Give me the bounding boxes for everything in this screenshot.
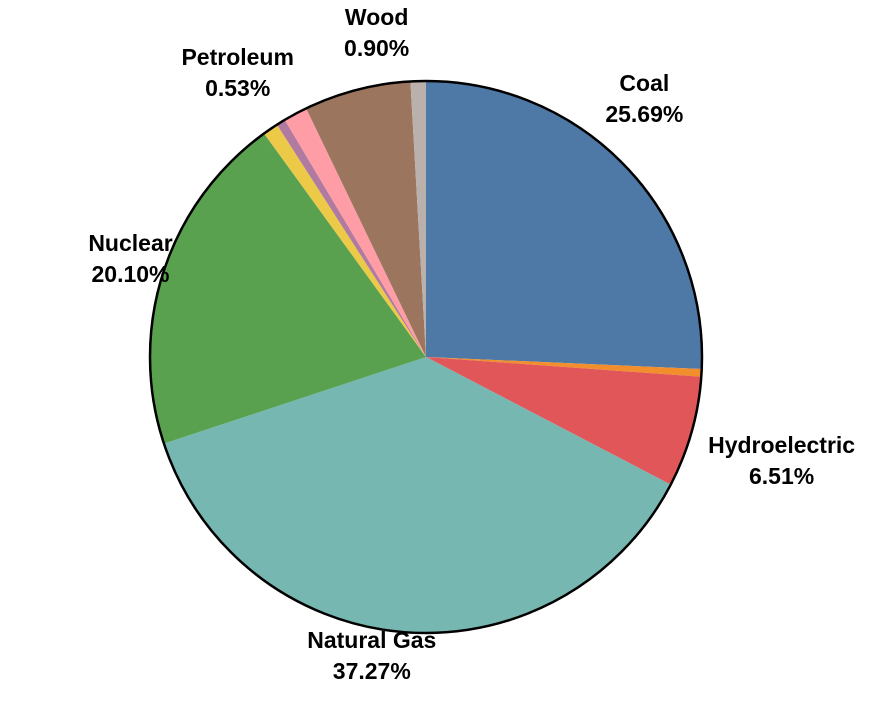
slice-label-natural-gas-name: Natural Gas [307,627,437,654]
pie-outline [148,79,704,635]
slice-label-nuclear-name: Nuclear [88,229,173,256]
slice-label-coal: Coal 25.69% [605,68,683,130]
pie-slice-wood [410,81,426,357]
slice-label-wood: Wood 0.90% [344,2,409,64]
pie-slice-unlabeled-1 [426,357,702,377]
slice-label-hydroelectric: Hydroelectric 6.51% [708,430,855,492]
slice-label-petroleum: Petroleum 0.53% [181,42,293,104]
slice-label-coal-value: 25.69% [605,100,684,127]
slice-label-petroleum-value: 0.53% [205,74,271,101]
pie-slice-coal [426,81,702,369]
slice-label-nuclear: Nuclear 20.10% [88,228,172,290]
slice-label-coal-name: Coal [619,69,670,96]
slice-label-natural-gas: Natural Gas 37.27% [307,625,436,687]
pie-slices [149,81,702,634]
pie-slice-petroleum [276,119,426,358]
pie-slice-unlabeled-5 [264,124,426,358]
slice-label-hydroelectric-value: 6.51% [748,462,815,489]
pie-slice-natural-gas [163,357,671,634]
pie-slice-nuclear [149,133,426,444]
slice-label-nuclear-value: 20.10% [91,260,170,287]
pie-slice-unlabeled-8 [306,81,426,358]
pie-slice-unlabeled-7 [284,108,426,358]
slice-label-petroleum-name: Petroleum [181,43,294,70]
pie-slice-hydroelectric [426,357,702,485]
slice-label-natural-gas-value: 37.27% [332,658,411,685]
slice-label-wood-value: 0.90% [344,35,410,61]
slice-label-wood-name: Wood [344,4,409,30]
slice-label-hydroelectric-name: Hydroelectric [708,431,856,458]
